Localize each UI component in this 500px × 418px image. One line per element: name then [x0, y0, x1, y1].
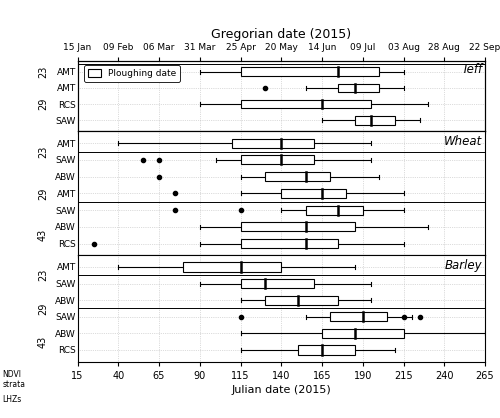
Text: 43: 43 — [38, 229, 48, 241]
Bar — [265, 296, 338, 305]
Bar — [240, 155, 314, 165]
Text: 43: 43 — [38, 336, 48, 348]
Text: 29: 29 — [38, 302, 48, 315]
Bar — [240, 67, 379, 76]
Text: Barley: Barley — [444, 259, 482, 272]
Bar — [306, 206, 363, 215]
Bar — [232, 138, 314, 148]
Bar — [281, 189, 346, 198]
Text: 23: 23 — [38, 269, 48, 281]
Bar — [330, 312, 387, 321]
Bar — [240, 222, 354, 232]
Text: 23: 23 — [38, 66, 48, 78]
Title: Gregorian date (2015): Gregorian date (2015) — [211, 28, 352, 41]
Bar — [265, 172, 330, 181]
Bar — [338, 84, 379, 92]
Text: 23: 23 — [38, 145, 48, 158]
Bar — [322, 329, 404, 338]
Text: Wheat: Wheat — [444, 135, 482, 148]
Bar — [240, 99, 371, 109]
Text: NDVI
strata: NDVI strata — [2, 370, 26, 389]
Bar — [240, 239, 338, 248]
X-axis label: Julian date (2015): Julian date (2015) — [232, 385, 331, 395]
Legend: Ploughing date: Ploughing date — [84, 66, 180, 82]
Text: LHZs: LHZs — [2, 395, 22, 404]
Text: Teff: Teff — [461, 63, 482, 76]
Bar — [354, 116, 396, 125]
Text: 29: 29 — [38, 187, 48, 199]
Bar — [184, 263, 281, 272]
Bar — [298, 345, 354, 354]
Text: 29: 29 — [38, 98, 48, 110]
Bar — [240, 279, 314, 288]
